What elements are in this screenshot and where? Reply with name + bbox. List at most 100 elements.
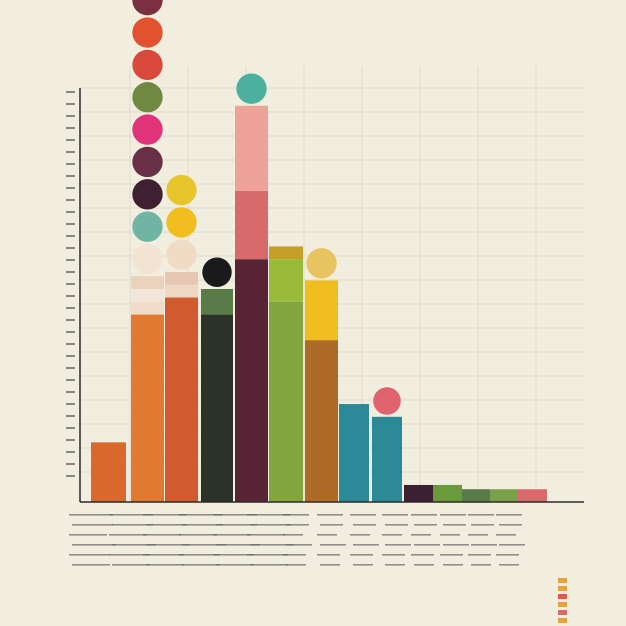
- category-label-line: [353, 544, 379, 546]
- category-label-line: [317, 554, 340, 556]
- y-tick-mark: [66, 391, 75, 393]
- y-tick-mark: [66, 139, 75, 141]
- bar-circle-marker: [166, 207, 197, 238]
- y-tick-mark: [66, 235, 75, 237]
- y-tick-mark: [66, 427, 75, 429]
- bar-segment: [131, 276, 164, 289]
- category-label-line: [286, 524, 309, 526]
- y-tick-mark: [66, 355, 75, 357]
- bar-segment: [305, 340, 338, 502]
- category-label-line: [286, 544, 312, 546]
- category-label-line: [109, 514, 153, 516]
- category-label-line: [320, 544, 346, 546]
- category-label-line: [72, 544, 116, 546]
- category-label-line: [146, 524, 187, 526]
- y-tick-mark: [66, 211, 75, 213]
- tick-marks: [66, 91, 75, 477]
- category-label-line: [411, 514, 437, 516]
- bar-segment: [305, 280, 338, 341]
- y-tick-mark: [66, 271, 75, 273]
- category-label-line: [283, 554, 306, 556]
- category-label-line: [112, 524, 153, 526]
- category-label-line: [109, 554, 150, 556]
- y-tick-mark: [66, 307, 75, 309]
- bar-circle-marker: [132, 82, 163, 113]
- category-label-line: [350, 554, 373, 556]
- category-label-line: [471, 544, 497, 546]
- y-tick-mark: [66, 283, 75, 285]
- category-label-line: [143, 554, 184, 556]
- category-label-line: [440, 514, 466, 516]
- legend-swatch: [558, 578, 567, 583]
- category-label-line: [112, 544, 156, 546]
- bar-circle-marker: [132, 211, 163, 242]
- category-label-line: [353, 564, 373, 566]
- category-label-line: [382, 554, 405, 556]
- y-tick-mark: [66, 451, 75, 453]
- category-label-line: [146, 544, 190, 546]
- category-label-line: [385, 564, 405, 566]
- bar-circle-marker: [373, 387, 401, 415]
- bar-circle-marker: [132, 243, 163, 275]
- bar-segment: [131, 301, 164, 315]
- y-tick-mark: [66, 151, 75, 153]
- bar-segment: [518, 489, 547, 502]
- category-label-line: [411, 554, 434, 556]
- bar-segment: [235, 259, 268, 502]
- category-label-line: [499, 544, 525, 546]
- bar-segment: [131, 289, 164, 302]
- y-tick-mark: [66, 439, 75, 441]
- category-label-line: [382, 534, 402, 536]
- y-tick-mark: [66, 463, 75, 465]
- legend-swatch: [558, 610, 567, 615]
- category-label-line: [247, 534, 285, 536]
- category-label-line: [250, 524, 291, 526]
- category-label-line: [247, 514, 291, 516]
- category-label-line: [112, 564, 150, 566]
- category-label-line: [213, 554, 254, 556]
- category-label-line: [496, 554, 519, 556]
- legend-swatch: [558, 602, 567, 607]
- bar-segment: [131, 314, 164, 502]
- y-tick-mark: [66, 115, 75, 117]
- category-label-line: [320, 524, 343, 526]
- bar-segment: [372, 416, 402, 502]
- bar-circle-marker: [202, 257, 232, 287]
- category-label-line: [69, 554, 110, 556]
- category-label-line: [471, 564, 491, 566]
- bar-segment: [91, 442, 126, 502]
- category-label-line: [468, 554, 491, 556]
- y-tick-mark: [66, 187, 75, 189]
- legend-swatch: [558, 586, 567, 591]
- y-tick-mark: [66, 103, 75, 105]
- category-label-line: [443, 544, 469, 546]
- bar-circle-marker: [132, 49, 163, 81]
- category-label-line: [146, 564, 184, 566]
- y-tick-mark: [66, 331, 75, 333]
- bar-circle-marker: [132, 146, 163, 178]
- bar-segment: [433, 484, 462, 502]
- category-label-line: [182, 544, 226, 546]
- bar-circle-marker: [166, 174, 197, 206]
- category-label-line: [69, 514, 113, 516]
- bar-circle-marker: [166, 239, 197, 270]
- bar-circle-marker: [132, 114, 163, 145]
- bar-segment: [165, 284, 198, 298]
- category-label-line: [143, 514, 187, 516]
- category-label-line: [286, 564, 306, 566]
- circle-markers: [132, 0, 401, 415]
- bar-segment: [269, 301, 303, 502]
- category-label-line: [414, 524, 437, 526]
- bar-segment: [165, 271, 198, 285]
- category-label-line: [443, 564, 463, 566]
- bar-circle-marker: [132, 17, 163, 48]
- y-tick-mark: [66, 379, 75, 381]
- category-label-line: [179, 534, 217, 536]
- y-tick-mark: [66, 247, 75, 249]
- category-label-line: [499, 564, 519, 566]
- category-label-line: [440, 554, 463, 556]
- bar-segment: [269, 246, 303, 260]
- category-label-line: [250, 544, 294, 546]
